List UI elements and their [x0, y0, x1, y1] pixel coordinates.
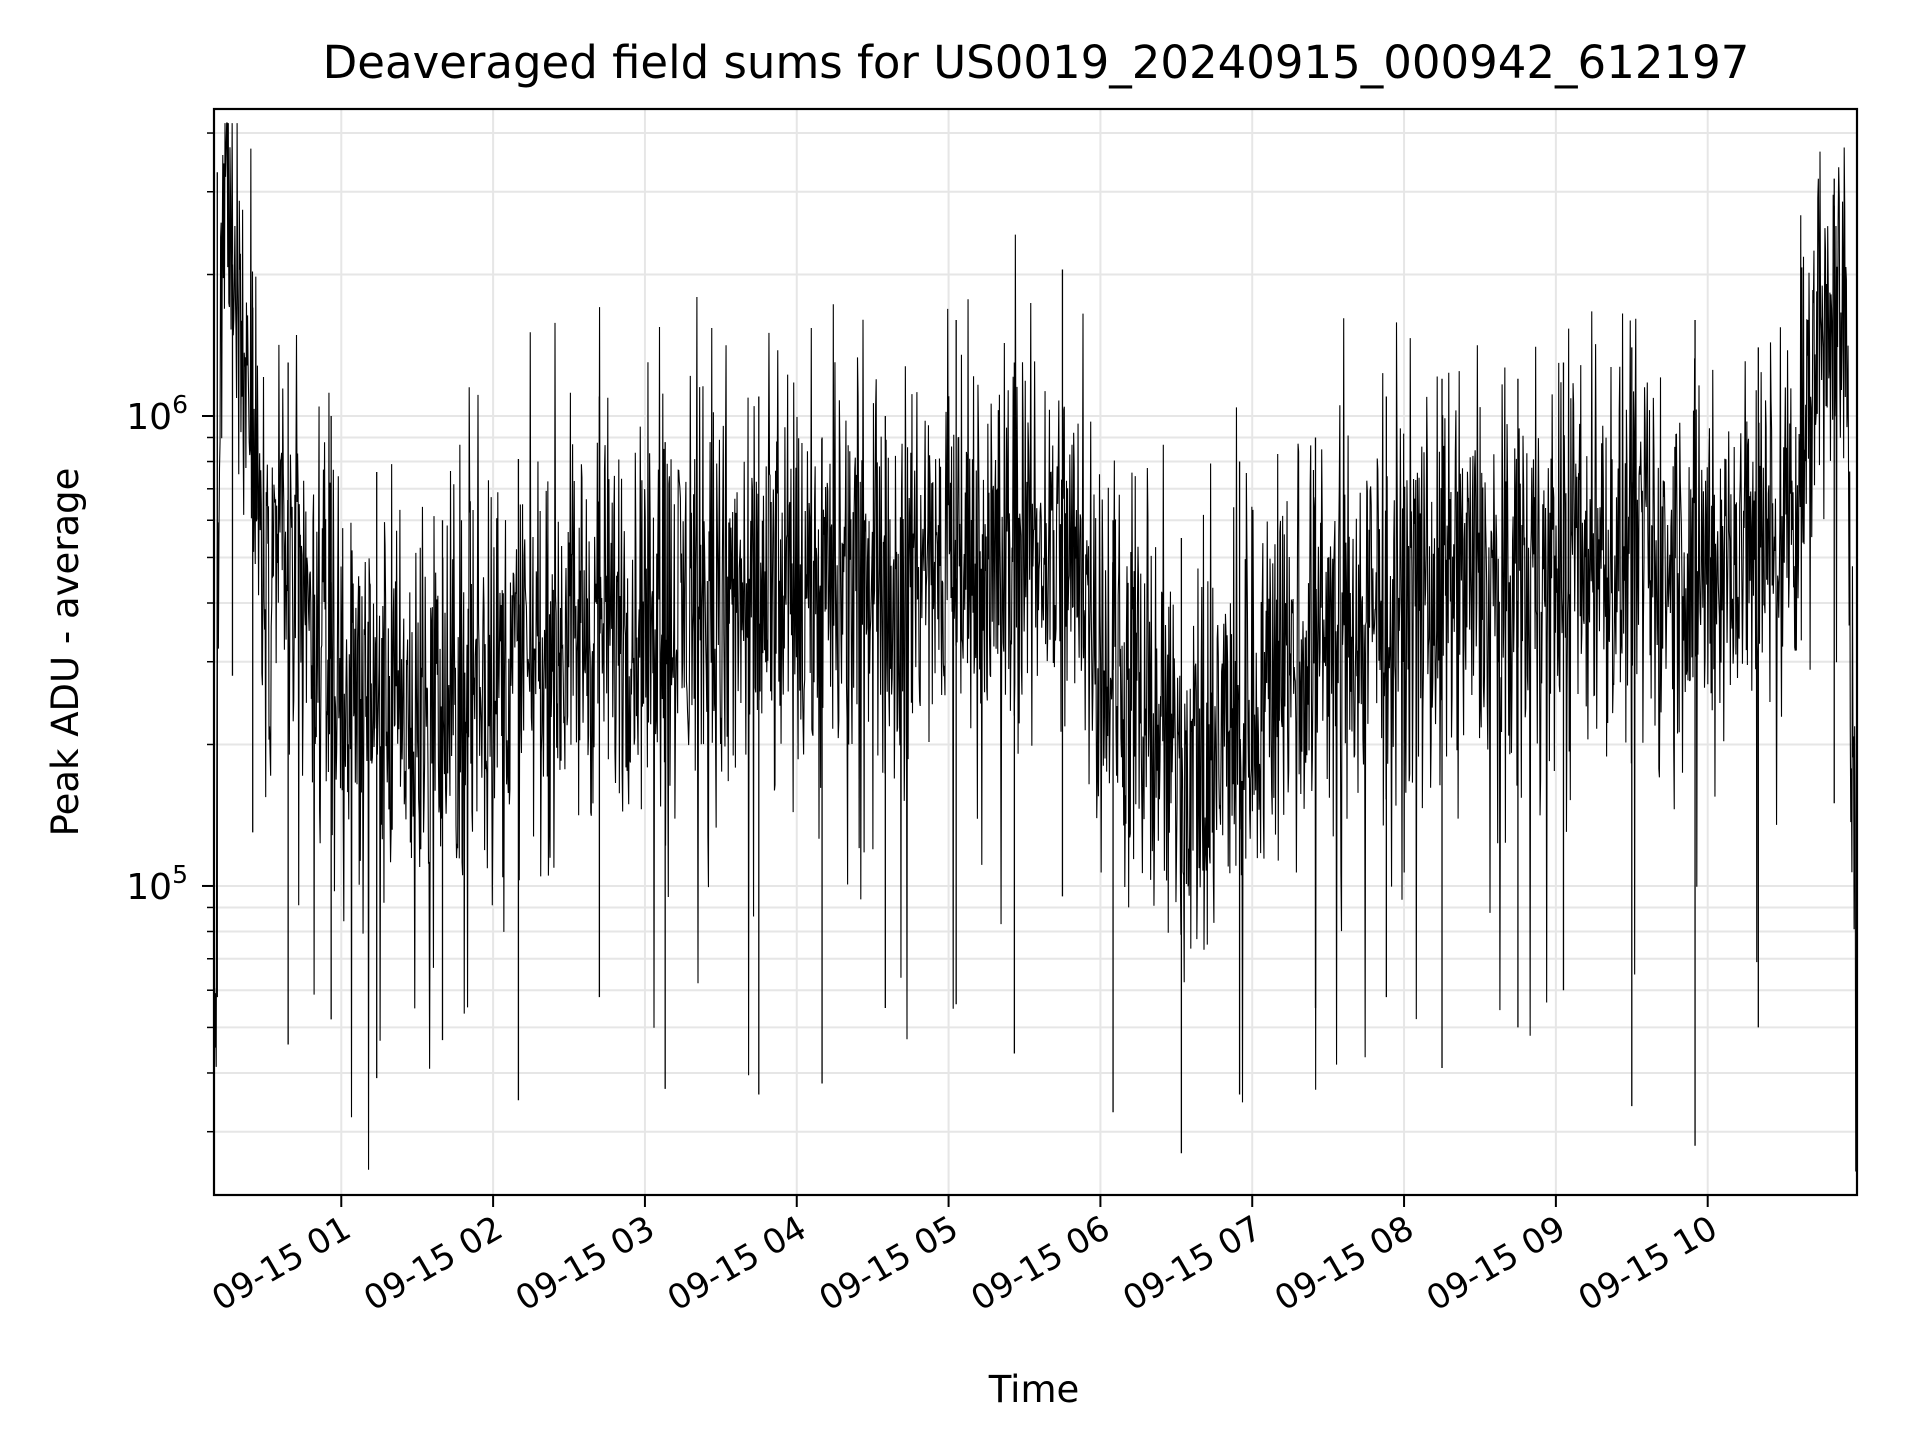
y-tick-label: 105	[126, 860, 188, 908]
x-axis-label: Time	[988, 1368, 1080, 1411]
x-tick-label: 09-15 03	[509, 1208, 661, 1319]
plot-frame	[212, 107, 1859, 1197]
series-group	[213, 122, 1858, 1172]
x-tick-label: 09-15 07	[1116, 1208, 1268, 1319]
x-ticks: 09-15 01 09-15 02 09-15 03 09-15 04 09-15 05…	[205, 1195, 1724, 1319]
x-tick-label: 09-15 04	[661, 1208, 813, 1319]
x-tick-label: 09-15 06	[965, 1208, 1117, 1319]
chart-title: Deaveraged field sums for US0019_2024091…	[323, 36, 1750, 89]
x-tick-label: 09-15 01	[205, 1208, 357, 1319]
x-tick-label: 09-15 08	[1268, 1208, 1420, 1319]
x-tick-label: 09-15 09	[1420, 1208, 1572, 1319]
x-tick-label: 09-15 05	[813, 1208, 965, 1319]
y-tick-label: 106	[126, 390, 188, 438]
series-line	[213, 122, 1858, 1172]
x-tick-label: 09-15 02	[357, 1208, 509, 1319]
y-axis-label: Peak ADU - average	[44, 468, 87, 837]
x-tick-label: 09-15 10	[1572, 1208, 1724, 1319]
y-ticks: 105 106	[126, 132, 214, 1133]
